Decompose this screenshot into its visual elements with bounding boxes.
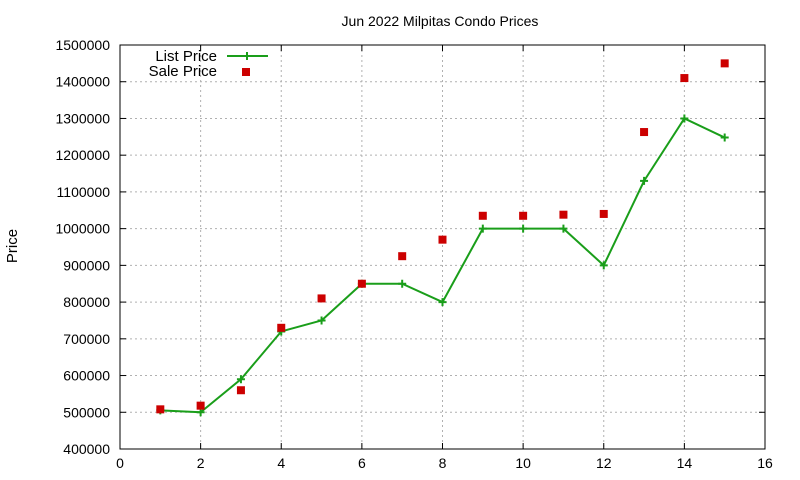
- y-tick-label: 400000: [63, 441, 110, 457]
- y-axis-title: Price: [4, 229, 21, 263]
- y-tick-label: 500000: [63, 404, 110, 420]
- y-tick-label: 1500000: [55, 37, 110, 53]
- axis-ticks: 0 2 4 6 8 10 12 14 16 400000 500000 600000 700000 800…: [55, 37, 773, 471]
- sale-price-point: [196, 401, 205, 410]
- y-tick-label: 1400000: [55, 74, 110, 90]
- sale-price-point: [680, 74, 689, 83]
- x-tick-label: 12: [596, 455, 612, 471]
- sale-price-point: [599, 209, 608, 218]
- sale-price-point: [236, 386, 245, 395]
- sale-price-point: [357, 279, 366, 288]
- sale-price-point: [277, 323, 286, 332]
- x-tick-label: 2: [197, 455, 205, 471]
- list-price-point: [680, 114, 689, 123]
- chart-title: Jun 2022 Milpitas Condo Prices: [342, 13, 539, 29]
- legend-plus-icon: [243, 52, 251, 60]
- sale-price-point: [438, 235, 447, 244]
- sale-price-point: [398, 252, 407, 261]
- list-price-point: [398, 279, 407, 288]
- y-tick-label: 900000: [63, 257, 110, 273]
- list-price-point: [519, 224, 528, 233]
- sale-price-point: [640, 128, 649, 137]
- sale-price-point: [317, 294, 326, 303]
- list-price-point: [559, 224, 568, 233]
- legend: List Price Sale Price: [149, 48, 268, 80]
- series-layer: [156, 59, 729, 417]
- legend-label-sale-price: Sale Price: [149, 63, 217, 80]
- legend-marker-list-price: [243, 52, 251, 60]
- sale-price-point: [156, 405, 165, 414]
- list-price-point: [720, 133, 729, 142]
- legend-marker-sale-price: [242, 68, 250, 76]
- x-tick-label: 0: [116, 455, 124, 471]
- sale-price-point: [559, 210, 568, 219]
- sale-price-point: [720, 59, 729, 68]
- x-tick-label: 8: [439, 455, 447, 471]
- list-price-point: [438, 298, 447, 307]
- list-price-point: [236, 375, 245, 384]
- y-tick-label: 1200000: [55, 147, 110, 163]
- y-tick-label: 1100000: [57, 184, 111, 200]
- x-tick-label: 10: [515, 455, 531, 471]
- y-tick-label: 600000: [63, 368, 110, 384]
- x-tick-label: 4: [277, 455, 285, 471]
- legend-label-list-price: List Price: [155, 48, 217, 65]
- x-tick-label: 16: [757, 455, 773, 471]
- y-tick-label: 1000000: [55, 221, 110, 237]
- x-tick-label: 6: [358, 455, 366, 471]
- list-price-point: [640, 176, 649, 185]
- x-tick-label: 14: [677, 455, 693, 471]
- sale-price-point: [478, 211, 487, 220]
- grid: [120, 45, 765, 449]
- y-tick-label: 700000: [63, 331, 110, 347]
- list-price-point: [599, 261, 608, 270]
- y-tick-label: 1300000: [55, 110, 110, 126]
- y-tick-label: 800000: [63, 294, 110, 310]
- sale-price-point: [519, 211, 528, 220]
- list-price-point: [478, 224, 487, 233]
- list-price-point: [317, 316, 326, 325]
